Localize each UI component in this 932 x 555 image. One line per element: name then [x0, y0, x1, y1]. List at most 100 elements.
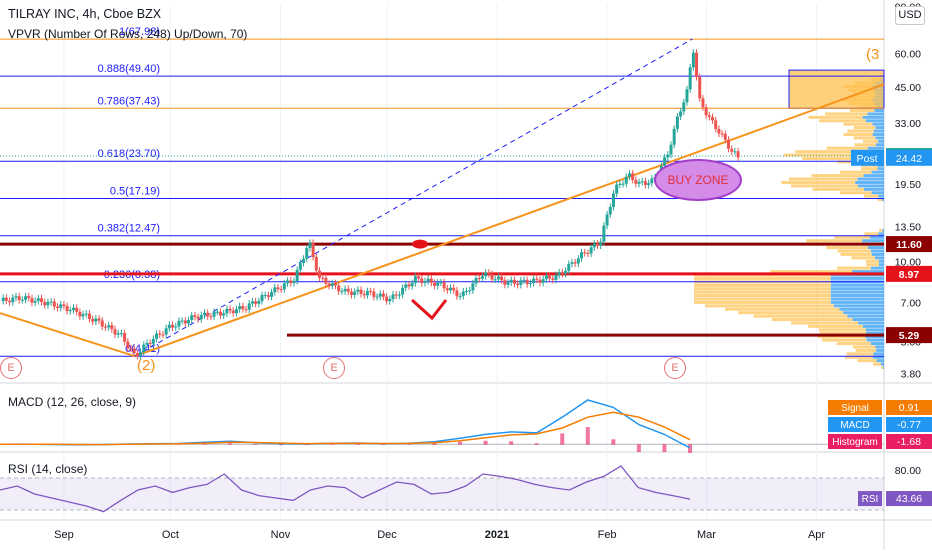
macd-histogram-bar [509, 441, 514, 445]
candle-body [365, 291, 369, 296]
candle-body [372, 291, 376, 297]
candle-body [177, 320, 181, 327]
volume-profile-bar [830, 300, 884, 304]
volume-profile-bar [806, 239, 863, 243]
candle-body [135, 352, 139, 356]
volume-profile-bar [853, 136, 876, 140]
time-tick-label: Nov [271, 529, 291, 541]
volume-profile-bar [825, 112, 868, 116]
price-tick-label: 33.00 [895, 118, 921, 130]
candle-body [611, 193, 615, 207]
candle-body [318, 270, 322, 278]
candle-body [580, 252, 584, 259]
candle-body [410, 283, 414, 287]
volume-profile-bar [865, 259, 879, 263]
volume-profile-bar [788, 177, 858, 181]
volume-profile-bar [826, 246, 868, 250]
volume-profile-bar [694, 300, 831, 304]
volume-profile-bar [862, 324, 884, 328]
candle-body [605, 214, 609, 226]
candle-body [100, 320, 104, 327]
macd-legend-tag [828, 400, 882, 415]
candle-body [442, 282, 446, 289]
candle-body [535, 278, 539, 280]
volume-profile-bar [876, 359, 884, 363]
candle-body [714, 120, 718, 129]
rsi-legend-tag [858, 491, 882, 507]
time-tick-label: 2021 [485, 529, 509, 541]
candle-body [218, 311, 222, 316]
volume-profile-bar [872, 362, 881, 366]
volume-profile-bar [836, 342, 871, 346]
price-tick-label: 10.00 [895, 256, 921, 268]
candle-body [14, 296, 18, 298]
fib-level-label: 0.382(12.47) [98, 223, 160, 235]
candle-body [321, 277, 325, 279]
candle-body [158, 333, 162, 335]
volume-profile-bar [871, 191, 884, 195]
candle-body [161, 334, 165, 336]
volume-profile-bar [863, 174, 884, 178]
candle-body [289, 280, 293, 284]
time-axis: Sep Oct Nov Dec 2021 Feb Mar Apr [54, 529, 825, 541]
volume-profile-bar [818, 328, 866, 332]
volume-profile-bar [863, 194, 879, 198]
volume-profile-bar [817, 335, 866, 339]
candle-body [615, 184, 619, 194]
candle-body [477, 278, 481, 280]
volume-profile-bar [865, 328, 884, 332]
wave-3-label: (3 [866, 46, 880, 63]
candle-body [311, 242, 315, 258]
volume-profile-bar [882, 228, 884, 232]
macd-histogram-bar [228, 443, 232, 445]
volume-profile-bar [790, 184, 858, 188]
candle-body [369, 291, 373, 293]
macd-value-text: -0.77 [897, 419, 921, 431]
macd-value-tag [886, 434, 932, 449]
candle-body [337, 285, 341, 292]
trendline [134, 38, 693, 357]
candle-body [212, 311, 216, 317]
candle-body [643, 181, 647, 185]
volume-profile-bar [866, 263, 880, 267]
volume-profile-bar [865, 335, 884, 339]
candle-body [68, 310, 72, 312]
candle-body [573, 262, 577, 264]
volume-profile-bar [771, 318, 853, 322]
volume-profile-bar [839, 191, 872, 195]
volume-profile-bar [872, 122, 884, 126]
candle-body [675, 116, 679, 129]
trendline [0, 312, 136, 358]
volume-profile-bar [876, 348, 884, 352]
price-tag-box [886, 149, 932, 166]
volume-profile-bar [822, 338, 867, 342]
earnings-badge-icon[interactable]: E [0, 357, 22, 379]
candle-body [94, 318, 98, 322]
volume-profile-bar [808, 324, 863, 328]
candle-body [698, 76, 702, 99]
candle-body [666, 154, 670, 158]
volume-profile-bar [770, 270, 853, 274]
candle-body [20, 299, 24, 301]
candle-body [509, 279, 513, 283]
volume-profile-bar [819, 331, 867, 335]
candle-body [151, 338, 155, 344]
candle-body [282, 283, 286, 290]
candle-body [356, 289, 360, 292]
volume-profile-bar [874, 108, 884, 112]
candle-body [576, 258, 580, 264]
time-tick-label: Feb [598, 529, 617, 541]
earnings-badge-icon[interactable]: E [323, 357, 345, 379]
price-tag-box [886, 327, 932, 344]
time-tick-label: Apr [808, 529, 825, 541]
volume-profile-bar [795, 150, 860, 154]
candle-body [733, 151, 737, 153]
candle-body [723, 133, 727, 140]
candle-body [155, 333, 159, 339]
currency-button[interactable]: USD [895, 6, 925, 25]
candle-body [647, 183, 651, 185]
candle-body [353, 291, 357, 295]
candle-body [56, 306, 60, 308]
candle-body [333, 283, 337, 286]
earnings-badge-icon[interactable]: E [664, 357, 686, 379]
